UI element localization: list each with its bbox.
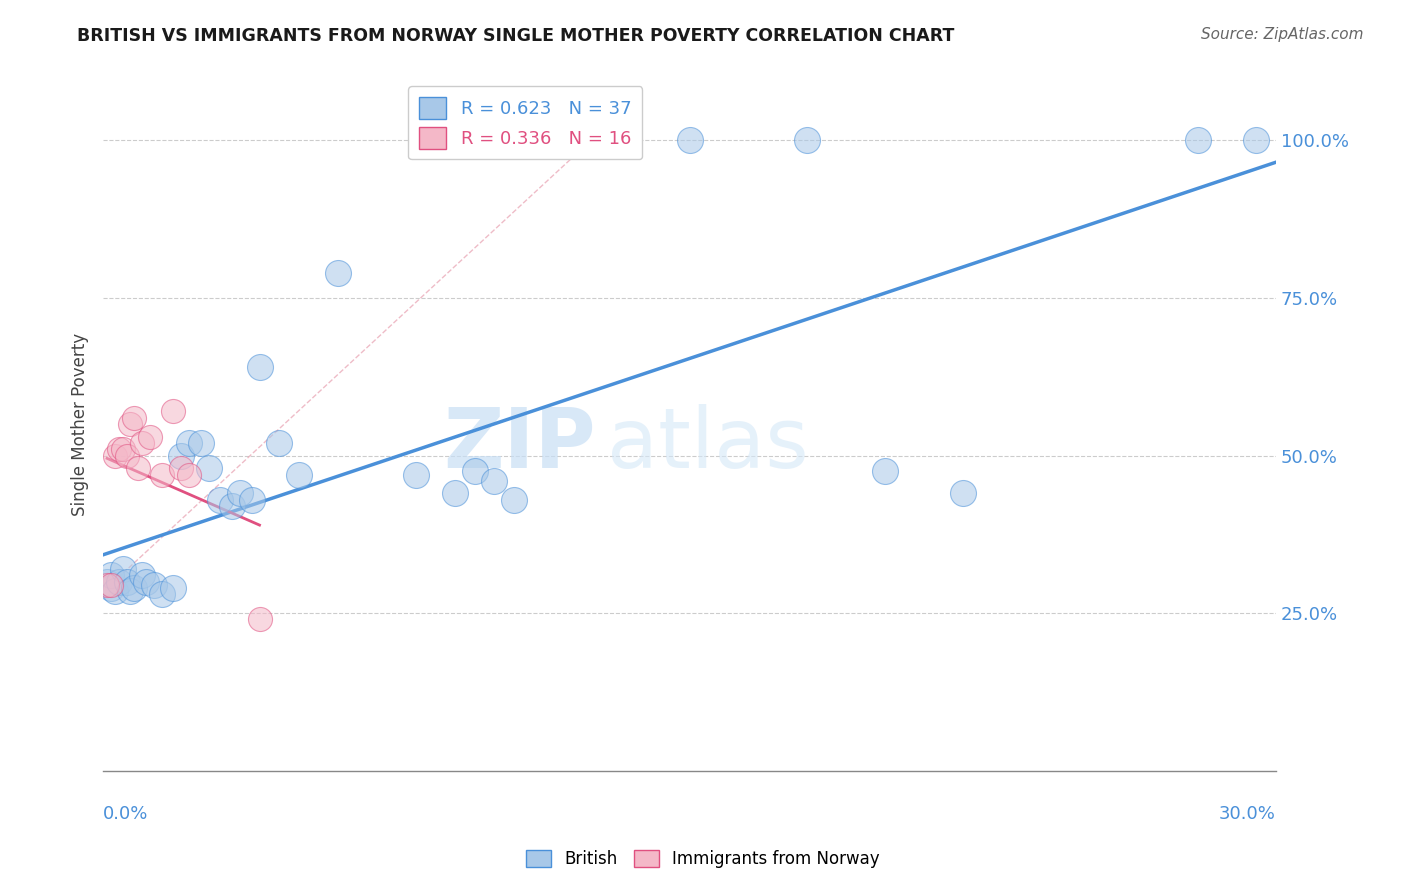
Point <box>162 404 184 418</box>
Point <box>100 578 122 592</box>
Point <box>104 584 127 599</box>
Text: ZIP: ZIP <box>443 404 596 485</box>
Point <box>135 574 157 589</box>
Point <box>1246 133 1268 147</box>
Point <box>100 568 122 582</box>
Point <box>502 492 524 507</box>
Point <box>120 417 142 431</box>
Point <box>190 436 212 450</box>
Point <box>162 581 184 595</box>
Point <box>150 587 173 601</box>
Point <box>873 464 896 478</box>
Text: Source: ZipAtlas.com: Source: ZipAtlas.com <box>1201 27 1364 42</box>
Point <box>127 461 149 475</box>
Text: 30.0%: 30.0% <box>1219 805 1277 823</box>
Point <box>796 133 818 147</box>
Point <box>482 474 505 488</box>
Point <box>209 492 232 507</box>
Point <box>111 442 134 457</box>
Legend: British, Immigrants from Norway: British, Immigrants from Norway <box>519 843 887 875</box>
Point <box>444 486 467 500</box>
Point <box>131 568 153 582</box>
Point <box>197 461 219 475</box>
Point <box>104 449 127 463</box>
Point <box>115 449 138 463</box>
Point <box>170 461 193 475</box>
Point <box>139 430 162 444</box>
Point <box>221 499 243 513</box>
Point <box>107 574 129 589</box>
Point <box>267 436 290 450</box>
Point <box>115 574 138 589</box>
Point <box>170 449 193 463</box>
Point <box>464 464 486 478</box>
Point <box>249 612 271 626</box>
Point <box>100 581 122 595</box>
Point <box>240 492 263 507</box>
Legend: R = 0.623   N = 37, R = 0.336   N = 16: R = 0.623 N = 37, R = 0.336 N = 16 <box>408 87 643 160</box>
Point <box>179 436 201 450</box>
Text: atlas: atlas <box>607 404 810 485</box>
Point <box>326 266 349 280</box>
Text: 0.0%: 0.0% <box>103 805 149 823</box>
Point <box>1187 133 1209 147</box>
Point <box>678 133 700 147</box>
Point <box>120 584 142 599</box>
Point <box>96 578 118 592</box>
Point <box>142 578 165 592</box>
Point <box>179 467 201 482</box>
Point <box>124 410 146 425</box>
Point <box>952 486 974 500</box>
Text: BRITISH VS IMMIGRANTS FROM NORWAY SINGLE MOTHER POVERTY CORRELATION CHART: BRITISH VS IMMIGRANTS FROM NORWAY SINGLE… <box>77 27 955 45</box>
Point <box>131 436 153 450</box>
Point <box>124 581 146 595</box>
Y-axis label: Single Mother Poverty: Single Mother Poverty <box>72 333 89 516</box>
Point <box>111 562 134 576</box>
Point <box>249 360 271 375</box>
Point <box>287 467 309 482</box>
Point <box>150 467 173 482</box>
Point <box>96 574 118 589</box>
Point <box>107 442 129 457</box>
Point <box>405 467 427 482</box>
Point <box>229 486 252 500</box>
